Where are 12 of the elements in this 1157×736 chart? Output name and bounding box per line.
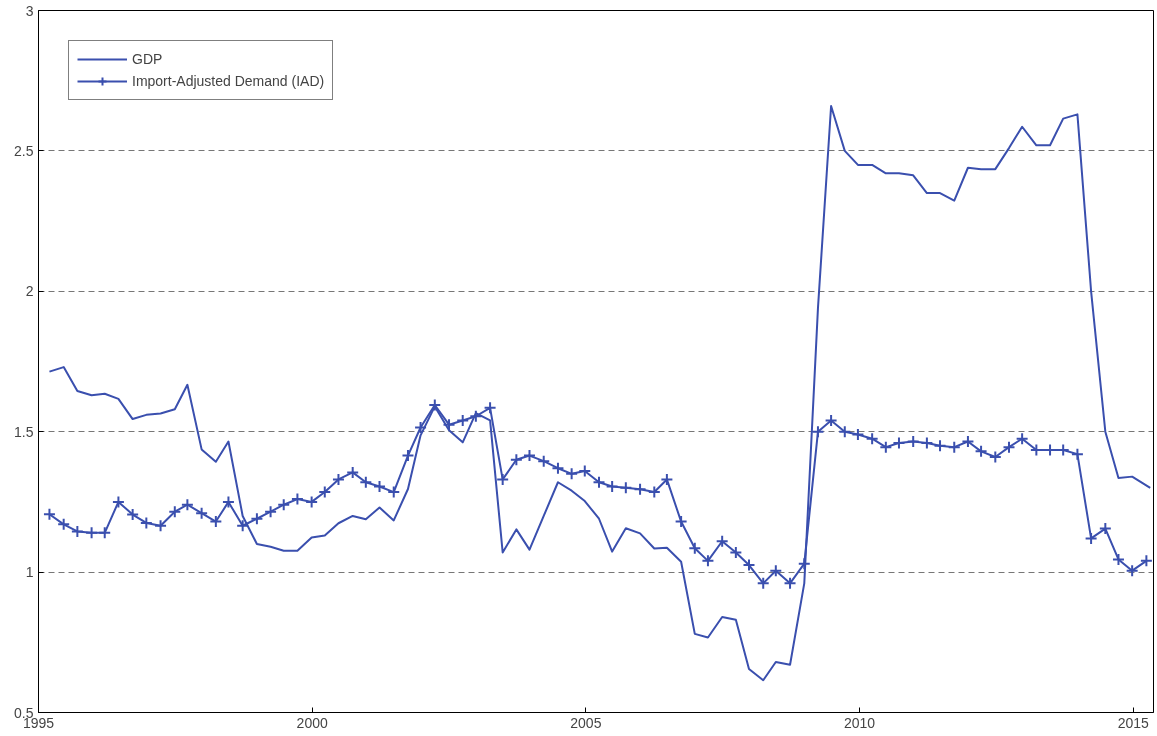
x-tick-label: 2000 bbox=[296, 714, 328, 731]
y-tick-label: 2 bbox=[25, 283, 34, 300]
x-tick-label: 2005 bbox=[570, 714, 602, 731]
x-tick-label: 2015 bbox=[1117, 714, 1150, 731]
y-tick-label: 2.5 bbox=[14, 142, 34, 159]
line-series bbox=[48, 104, 1152, 682]
x-tick-label: 2010 bbox=[843, 714, 876, 731]
legend-label: Import-Adjusted Demand (IAD) bbox=[132, 73, 325, 89]
y-tick-label: 1.5 bbox=[14, 423, 34, 440]
legend-label: GDP bbox=[132, 51, 163, 67]
y-tick-label: 1 bbox=[25, 564, 34, 581]
y-tick-label: 3 bbox=[25, 2, 34, 19]
